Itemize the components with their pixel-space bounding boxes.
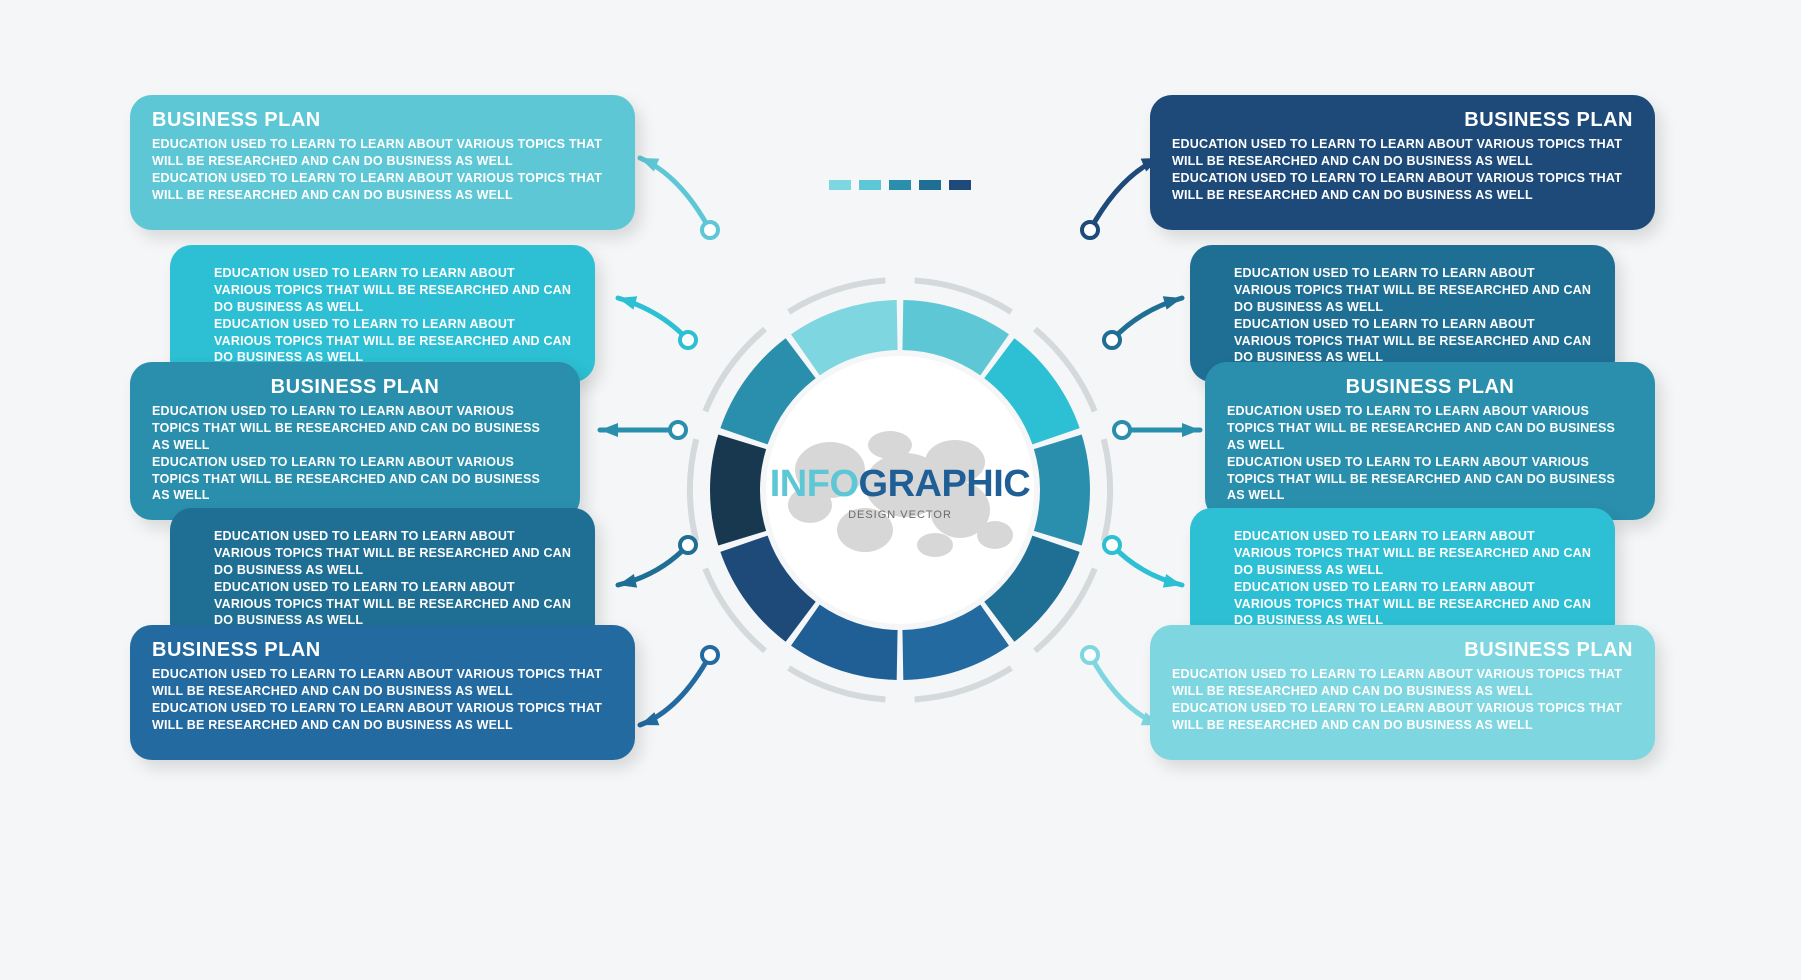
top-dash	[889, 180, 911, 190]
donut-segment	[710, 434, 766, 545]
donut-segment	[1034, 434, 1090, 545]
card-body: EDUCATION USED TO LEARN TO LEARN ABOUT V…	[1212, 522, 1593, 629]
card-body: EDUCATION USED TO LEARN TO LEARN ABOUT V…	[192, 259, 573, 366]
card-l1: BUSINESS PLAN EDUCATION USED TO LEARN TO …	[130, 95, 635, 230]
connector-arrow	[1082, 158, 1160, 238]
connector-arrow	[618, 537, 696, 588]
connector-arrow	[640, 158, 718, 238]
connector-arrow	[1104, 537, 1182, 588]
card-l3: BUSINESS PLAN EDUCATION USED TO LEARN TO …	[130, 362, 580, 520]
card-body: EDUCATION USED TO LEARN TO LEARN ABOUT V…	[1172, 136, 1633, 204]
connector-arrow	[1114, 422, 1200, 438]
card-body: EDUCATION USED TO LEARN TO LEARN ABOUT V…	[1172, 666, 1633, 734]
connector-arrow	[618, 296, 696, 348]
card-body: EDUCATION USED TO LEARN TO LEARN ABOUT V…	[152, 666, 613, 734]
card-body: EDUCATION USED TO LEARN TO LEARN ABOUT V…	[152, 403, 558, 504]
center-title: INFOGRAPHIC	[770, 463, 1031, 505]
card-title: BUSINESS PLAN	[1227, 376, 1633, 399]
top-dashes	[829, 180, 971, 190]
card-r3: BUSINESS PLAN EDUCATION USED TO LEARN TO …	[1205, 362, 1655, 520]
card-body: EDUCATION USED TO LEARN TO LEARN ABOUT V…	[152, 136, 613, 204]
outer-ring-segment	[690, 439, 696, 541]
card-title: BUSINESS PLAN	[1172, 109, 1633, 132]
card-body: EDUCATION USED TO LEARN TO LEARN ABOUT V…	[1212, 259, 1593, 366]
center-disc: INFOGRAPHIC DESIGN VECTOR	[766, 356, 1034, 624]
card-title: BUSINESS PLAN	[152, 109, 613, 132]
top-dash	[829, 180, 851, 190]
center-subtitle: DESIGN VECTOR	[848, 509, 952, 521]
top-dash	[919, 180, 941, 190]
outer-ring-segment	[1104, 439, 1110, 541]
card-title: BUSINESS PLAN	[152, 376, 558, 399]
card-title: BUSINESS PLAN	[152, 639, 613, 662]
card-body: EDUCATION USED TO LEARN TO LEARN ABOUT V…	[1227, 403, 1633, 504]
connector-arrow	[600, 422, 686, 438]
card-r5: BUSINESS PLAN EDUCATION USED TO LEARN TO …	[1150, 625, 1655, 760]
connector-arrow	[1104, 296, 1182, 348]
infographic-stage: INFOGRAPHIC DESIGN VECTOR BUSINESS PLAN ED…	[0, 0, 1801, 980]
card-title: BUSINESS PLAN	[1172, 639, 1633, 662]
card-l5: BUSINESS PLAN EDUCATION USED TO LEARN TO …	[130, 625, 635, 760]
top-dash	[949, 180, 971, 190]
card-r1: BUSINESS PLAN EDUCATION USED TO LEARN TO …	[1150, 95, 1655, 230]
connector-arrow	[1082, 647, 1160, 725]
top-dash	[859, 180, 881, 190]
connector-arrow	[640, 647, 718, 725]
card-body: EDUCATION USED TO LEARN TO LEARN ABOUT V…	[192, 522, 573, 629]
